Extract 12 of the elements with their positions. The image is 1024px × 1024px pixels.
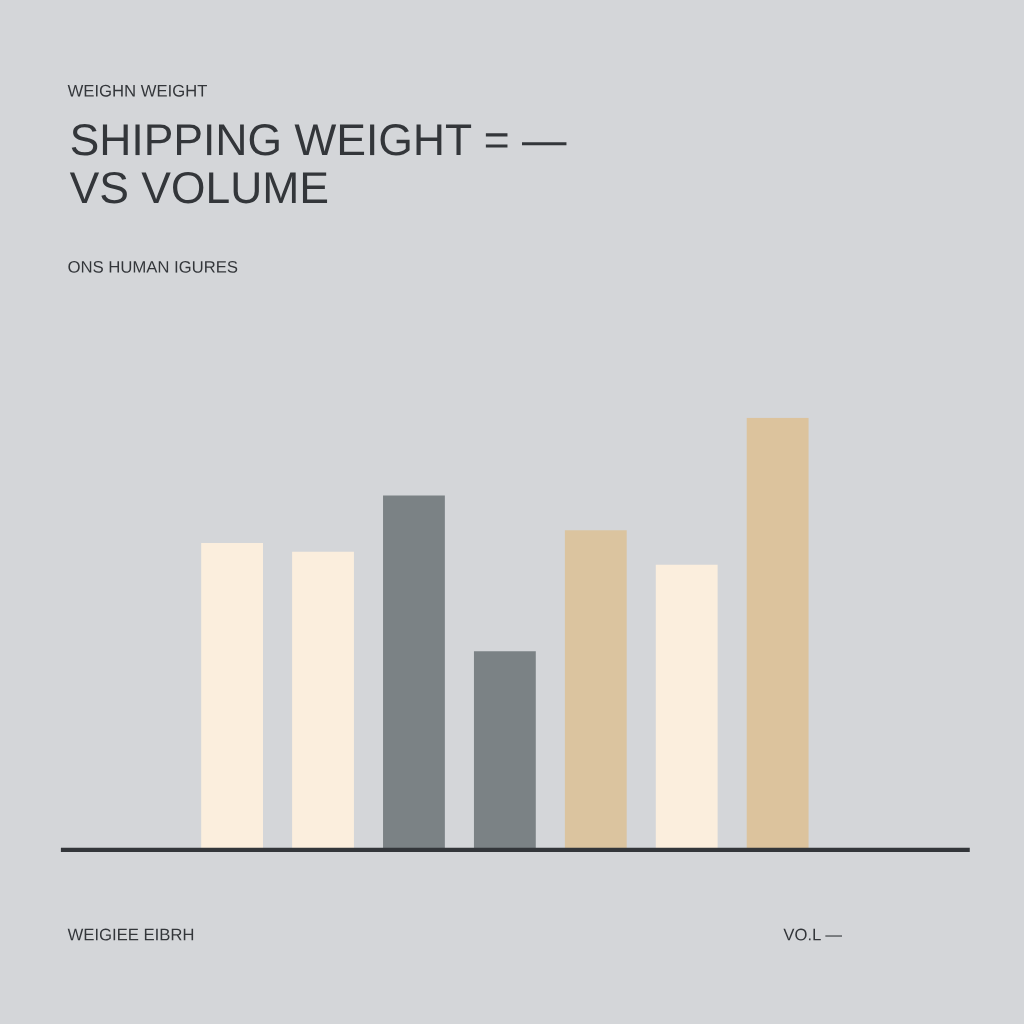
x-axis-title: WEIGIEE EIBRH bbox=[67, 928, 194, 941]
chart-subtitle: ONS HUMAN IGURES bbox=[68, 260, 238, 273]
bar bbox=[655, 564, 718, 850]
bar bbox=[746, 417, 809, 850]
bar bbox=[473, 651, 536, 850]
text: VO.L — bbox=[783, 928, 843, 941]
bar bbox=[564, 530, 627, 850]
bar bbox=[201, 543, 264, 850]
bar bbox=[383, 495, 445, 850]
chart-title: SHIPPING WEIGHT = — VS VOLUME bbox=[69, 124, 567, 204]
text: WEIGHN WEIGHT bbox=[67, 84, 208, 97]
bar bbox=[292, 551, 354, 850]
